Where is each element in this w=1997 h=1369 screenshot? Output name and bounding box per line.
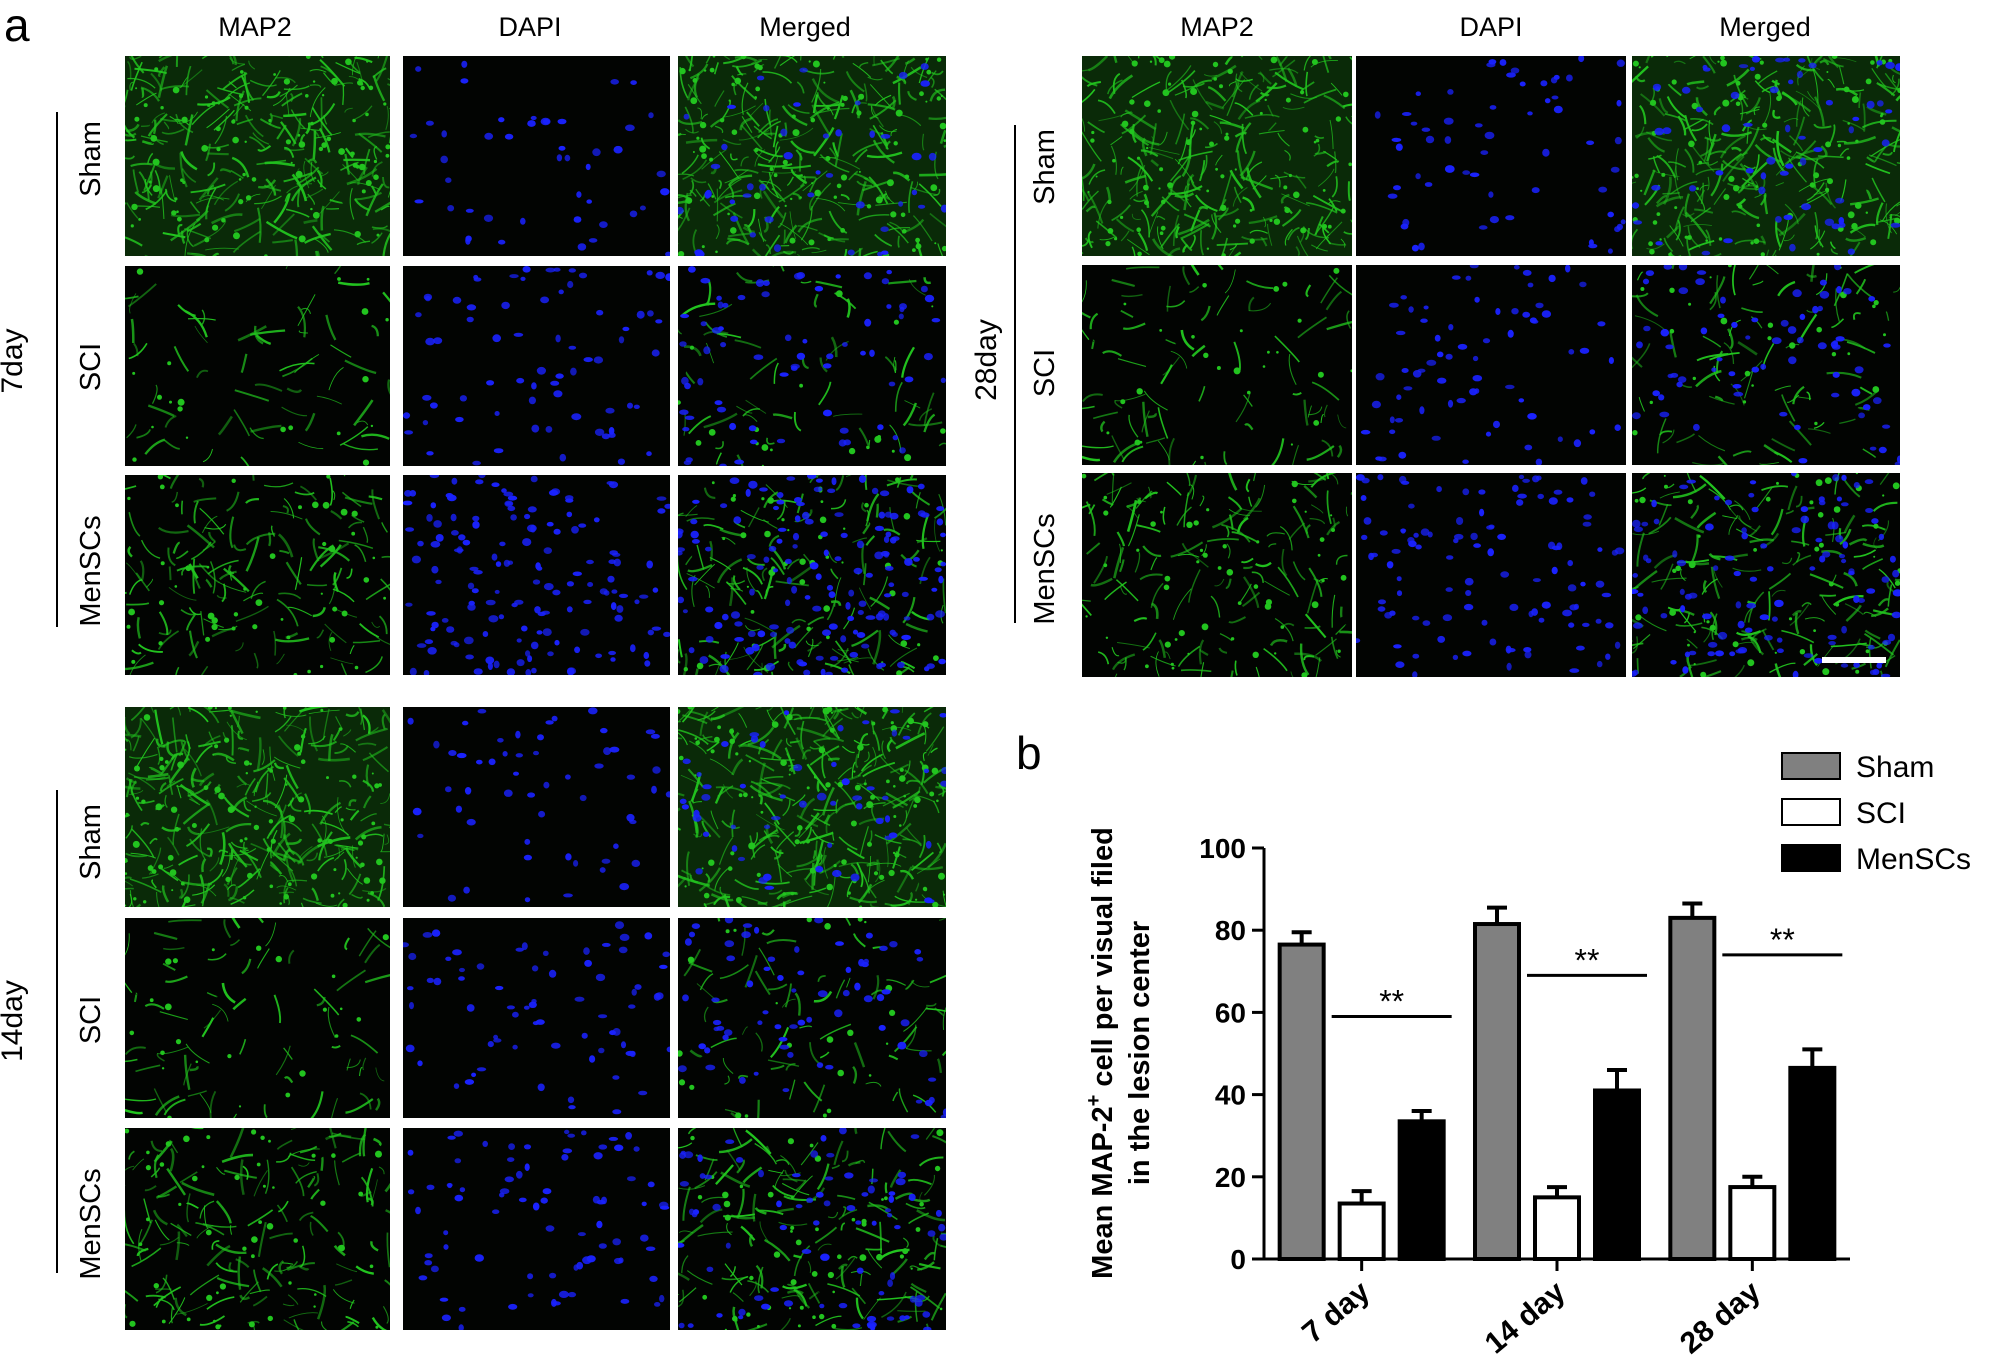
column-header-map2: MAP2 <box>1180 12 1254 42</box>
column-header-map2: MAP2 <box>218 12 292 42</box>
micrograph-dapi <box>403 1128 670 1330</box>
micrograph-dapi <box>403 707 670 907</box>
bar-menscs-7day <box>1397 1119 1446 1261</box>
bar-menscs-14day <box>1593 1088 1641 1261</box>
y-tick-label: 0 <box>1230 1244 1246 1275</box>
micrograph-merged <box>1632 56 1900 256</box>
bar-menscs-28day <box>1788 1065 1837 1262</box>
group-divider-28day <box>1014 125 1016 623</box>
legend-label-menscs: MenSCs <box>1856 843 1971 876</box>
group-divider-7day <box>56 112 58 627</box>
micrograph-merged <box>678 707 946 907</box>
y-tick-label: 60 <box>1215 997 1246 1028</box>
micrograph-merged <box>1632 265 1900 465</box>
panel-a-letter: a <box>4 0 30 51</box>
micrograph-merged <box>678 1128 946 1330</box>
micrograph-map2 <box>125 56 390 256</box>
y-tick-label: 100 <box>1199 833 1246 864</box>
bar-sci-28day <box>1728 1185 1777 1261</box>
micrograph-map2 <box>125 918 390 1118</box>
column-header-merged: Merged <box>759 12 851 42</box>
column-header-dapi: DAPI <box>1459 12 1523 42</box>
legend-label-sham: Sham <box>1856 751 1934 784</box>
micrograph-map2 <box>125 475 390 675</box>
bar-sham-7day <box>1277 942 1326 1262</box>
micrograph-dapi <box>403 475 670 675</box>
x-tick-label: 14 day <box>1479 1275 1572 1361</box>
micrograph-merged <box>678 918 946 1118</box>
y-axis-label: Mean MAP-2+ cell per visual filed <box>1083 827 1119 1279</box>
micrograph-merged <box>1632 473 1900 677</box>
micrograph-map2 <box>1082 56 1352 256</box>
legend-label-sci: SCI <box>1856 797 1906 830</box>
y-axis-label-line2: in the lesion center <box>1124 921 1156 1185</box>
column-header-dapi: DAPI <box>498 12 562 42</box>
y-tick-label: 20 <box>1215 1162 1246 1193</box>
micrograph-dapi <box>1356 56 1626 256</box>
bar-sham-14day <box>1473 922 1521 1261</box>
x-tick-label: 28 day <box>1674 1275 1767 1361</box>
column-header-merged: Merged <box>1719 12 1811 42</box>
micrograph-map2 <box>1082 265 1352 465</box>
micrograph-merged <box>678 56 946 256</box>
bar-sham-28day <box>1668 915 1717 1261</box>
legend-swatch-menscs <box>1781 844 1841 872</box>
micrograph-map2 <box>125 266 390 466</box>
y-tick-label: 80 <box>1215 915 1246 946</box>
scale-bar <box>1822 657 1886 663</box>
micrograph-dapi <box>403 56 670 256</box>
significance-label: ** <box>1575 942 1600 978</box>
micrograph-merged <box>678 475 946 675</box>
micrograph-dapi <box>403 918 670 1118</box>
micrograph-map2 <box>1082 473 1352 677</box>
legend-swatch-sham <box>1781 752 1841 780</box>
micrograph-dapi <box>403 266 670 466</box>
group-divider-14day <box>56 790 58 1273</box>
bar-sci-14day <box>1533 1195 1581 1261</box>
legend-swatch-sci <box>1781 798 1841 826</box>
micrograph-map2 <box>125 707 390 907</box>
micrograph-map2 <box>125 1128 390 1330</box>
bar-sci-7day <box>1337 1201 1386 1262</box>
micrograph-dapi <box>1356 473 1626 677</box>
micrograph-dapi <box>1356 265 1626 465</box>
significance-label: ** <box>1770 922 1795 958</box>
x-tick-label: 7 day <box>1296 1275 1376 1350</box>
significance-label: ** <box>1379 984 1404 1020</box>
y-tick-label: 40 <box>1215 1080 1246 1111</box>
micrograph-merged <box>678 266 946 466</box>
panel-b-letter: b <box>1016 727 1042 779</box>
